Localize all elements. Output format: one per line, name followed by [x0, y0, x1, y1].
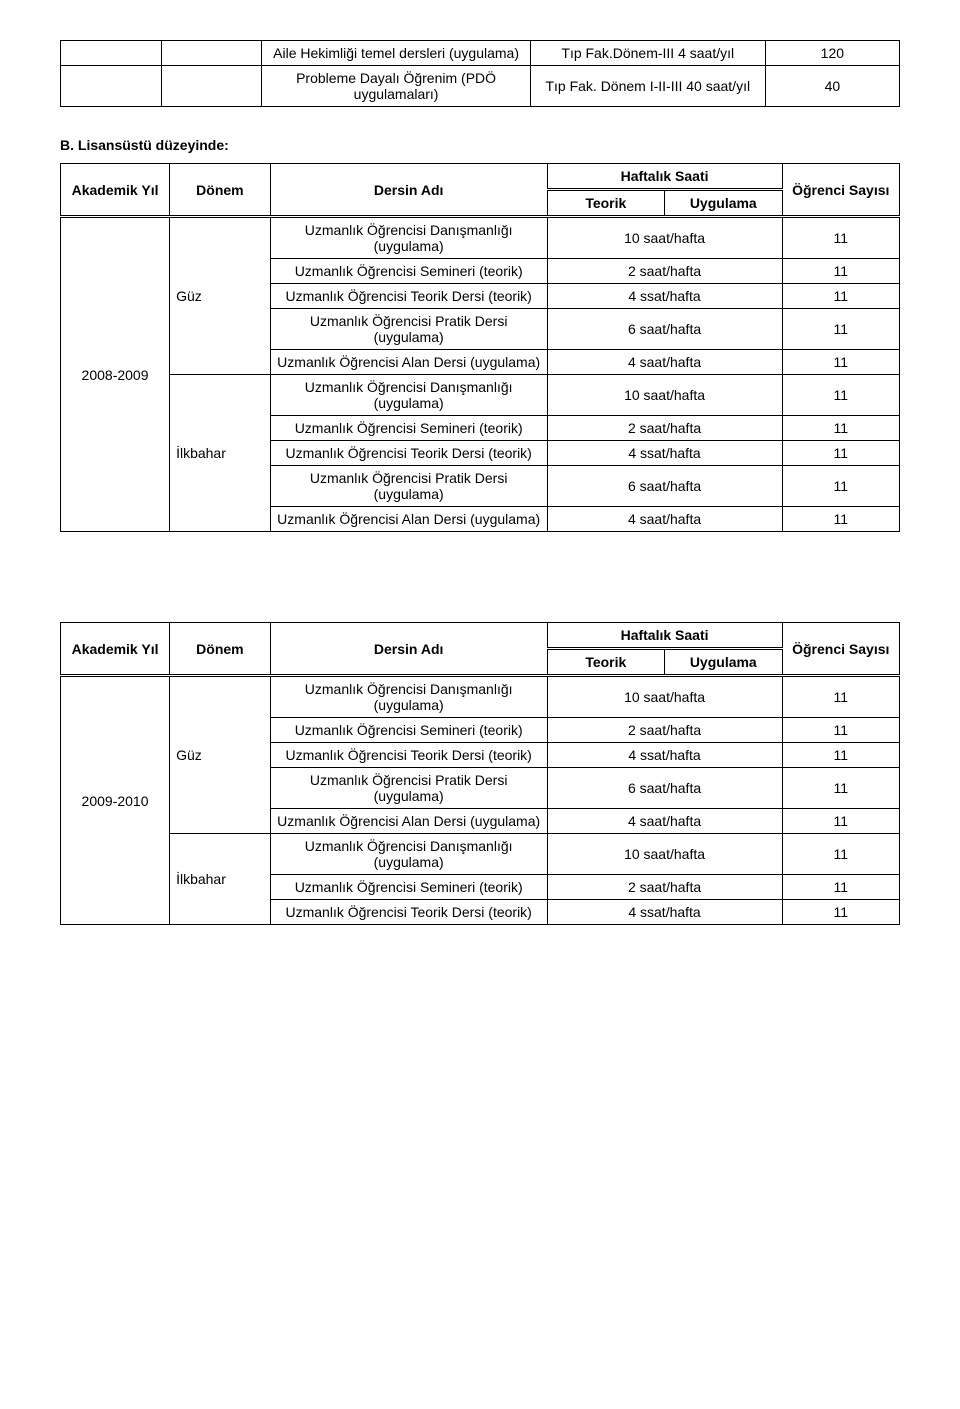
cell-saat: 2 saat/hafta: [547, 259, 782, 284]
cell-ders: Uzmanlık Öğrencisi Alan Dersi (uygulama): [270, 809, 547, 834]
cell-sayi: 11: [782, 350, 900, 375]
top-table: Aile Hekimliği temel dersleri (uygulama)…: [60, 40, 900, 107]
cell-saat: 2 saat/hafta: [547, 875, 782, 900]
cell-sayi: 11: [782, 466, 900, 507]
cell-saat: 10 saat/hafta: [547, 834, 782, 875]
cell-ders: Uzmanlık Öğrencisi Semineri (teorik): [270, 416, 547, 441]
cell-ders: Uzmanlık Öğrencisi Teorik Dersi (teorik): [270, 284, 547, 309]
cell-ders: Uzmanlık Öğrencisi Semineri (teorik): [270, 875, 547, 900]
cell-ders: Uzmanlık Öğrencisi Semineri (teorik): [270, 718, 547, 743]
cell-saat: 10 saat/hafta: [547, 217, 782, 259]
col-dersin: Dersin Adı: [270, 164, 547, 217]
col-ogrenci: Öğrenci Sayısı: [782, 623, 900, 676]
cell-ders: Uzmanlık Öğrencisi Danışmanlığı (uygulam…: [270, 217, 547, 259]
cell-ders: Uzmanlık Öğrencisi Teorik Dersi (teorik): [270, 743, 547, 768]
col-uygulama: Uygulama: [665, 190, 782, 217]
table-row: 2008-2009 Güz Uzmanlık Öğrencisi Danışma…: [61, 217, 900, 259]
header-row: Akademik Yıl Dönem Dersin Adı Haftalık S…: [61, 164, 900, 190]
cell-sayi: 11: [782, 875, 900, 900]
cell-year: 2008-2009: [61, 217, 170, 532]
col-dersin: Dersin Adı: [270, 623, 547, 676]
cell-sayi: 11: [782, 284, 900, 309]
cell-val: 40: [765, 66, 899, 107]
cell-ders: Uzmanlık Öğrencisi Teorik Dersi (teorik): [270, 900, 547, 925]
cell-saat: Tıp Fak.Dönem-III 4 saat/yıl: [530, 41, 765, 66]
cell-sayi: 11: [782, 676, 900, 718]
table-row: İlkbahar Uzmanlık Öğrencisi Danışmanlığı…: [61, 375, 900, 416]
cell-saat: 10 saat/hafta: [547, 676, 782, 718]
col-donem: Dönem: [170, 623, 271, 676]
col-teorik: Teorik: [547, 649, 664, 676]
table-row: İlkbahar Uzmanlık Öğrencisi Danışmanlığı…: [61, 834, 900, 875]
cell-saat: 4 saat/hafta: [547, 809, 782, 834]
cell-saat: 2 saat/hafta: [547, 416, 782, 441]
cell-sayi: 11: [782, 375, 900, 416]
cell-ders: Probleme Dayalı Öğrenim (PDÖ uygulamalar…: [262, 66, 530, 107]
cell-sayi: 11: [782, 743, 900, 768]
cell-saat: 2 saat/hafta: [547, 718, 782, 743]
cell-sayi: 11: [782, 217, 900, 259]
cell-ders: Uzmanlık Öğrencisi Teorik Dersi (teorik): [270, 441, 547, 466]
cell-ders: Uzmanlık Öğrencisi Alan Dersi (uygulama): [270, 350, 547, 375]
cell-saat: 4 ssat/hafta: [547, 743, 782, 768]
cell-ders: Aile Hekimliği temel dersleri (uygulama): [262, 41, 530, 66]
cell-donem: Güz: [170, 676, 271, 834]
cell-ders: Uzmanlık Öğrencisi Alan Dersi (uygulama): [270, 507, 547, 532]
cell-saat: 4 ssat/hafta: [547, 900, 782, 925]
cell-ders: Uzmanlık Öğrencisi Danışmanlığı (uygulam…: [270, 375, 547, 416]
cell-sayi: 11: [782, 309, 900, 350]
col-akademik: Akademik Yıl: [61, 164, 170, 217]
cell-donem: Güz: [170, 217, 271, 375]
cell-saat: 4 ssat/hafta: [547, 441, 782, 466]
col-akademik: Akademik Yıl: [61, 623, 170, 676]
cell-saat: 4 ssat/hafta: [547, 284, 782, 309]
cell-ders: Uzmanlık Öğrencisi Danışmanlığı (uygulam…: [270, 834, 547, 875]
cell-sayi: 11: [782, 507, 900, 532]
cell-ders: Uzmanlık Öğrencisi Semineri (teorik): [270, 259, 547, 284]
cell-ders: Uzmanlık Öğrencisi Pratik Dersi (uygulam…: [270, 768, 547, 809]
empty-cell: [161, 41, 262, 66]
col-haftalik: Haftalık Saati: [547, 164, 782, 190]
cell-saat: Tıp Fak. Dönem I-II-III 40 saat/yıl: [530, 66, 765, 107]
col-ogrenci: Öğrenci Sayısı: [782, 164, 900, 217]
cell-saat: 4 saat/hafta: [547, 507, 782, 532]
cell-saat: 6 saat/hafta: [547, 466, 782, 507]
cell-donem: İlkbahar: [170, 834, 271, 925]
table-2009-2010: Akademik Yıl Dönem Dersin Adı Haftalık S…: [60, 622, 900, 925]
empty-cell: [61, 41, 162, 66]
cell-saat: 10 saat/hafta: [547, 375, 782, 416]
cell-sayi: 11: [782, 809, 900, 834]
cell-sayi: 11: [782, 900, 900, 925]
col-donem: Dönem: [170, 164, 271, 217]
table-2008-2009: Akademik Yıl Dönem Dersin Adı Haftalık S…: [60, 163, 900, 532]
cell-val: 120: [765, 41, 899, 66]
col-uygulama: Uygulama: [665, 649, 782, 676]
cell-sayi: 11: [782, 718, 900, 743]
table-row: Aile Hekimliği temel dersleri (uygulama)…: [61, 41, 900, 66]
col-teorik: Teorik: [547, 190, 664, 217]
cell-saat: 6 saat/hafta: [547, 768, 782, 809]
cell-sayi: 11: [782, 259, 900, 284]
empty-cell: [61, 66, 162, 107]
cell-ders: Uzmanlık Öğrencisi Pratik Dersi (uygulam…: [270, 466, 547, 507]
cell-year: 2009-2010: [61, 676, 170, 925]
cell-sayi: 11: [782, 416, 900, 441]
cell-sayi: 11: [782, 768, 900, 809]
col-haftalik: Haftalık Saati: [547, 623, 782, 649]
table-row: Probleme Dayalı Öğrenim (PDÖ uygulamalar…: [61, 66, 900, 107]
table-row: 2009-2010 Güz Uzmanlık Öğrencisi Danışma…: [61, 676, 900, 718]
cell-sayi: 11: [782, 834, 900, 875]
section-b-title: B. Lisansüstü düzeyinde:: [60, 137, 900, 153]
cell-donem: İlkbahar: [170, 375, 271, 532]
cell-sayi: 11: [782, 441, 900, 466]
cell-saat: 6 saat/hafta: [547, 309, 782, 350]
cell-ders: Uzmanlık Öğrencisi Pratik Dersi (uygulam…: [270, 309, 547, 350]
header-row: Akademik Yıl Dönem Dersin Adı Haftalık S…: [61, 623, 900, 649]
empty-cell: [161, 66, 262, 107]
cell-saat: 4 saat/hafta: [547, 350, 782, 375]
cell-ders: Uzmanlık Öğrencisi Danışmanlığı (uygulam…: [270, 676, 547, 718]
